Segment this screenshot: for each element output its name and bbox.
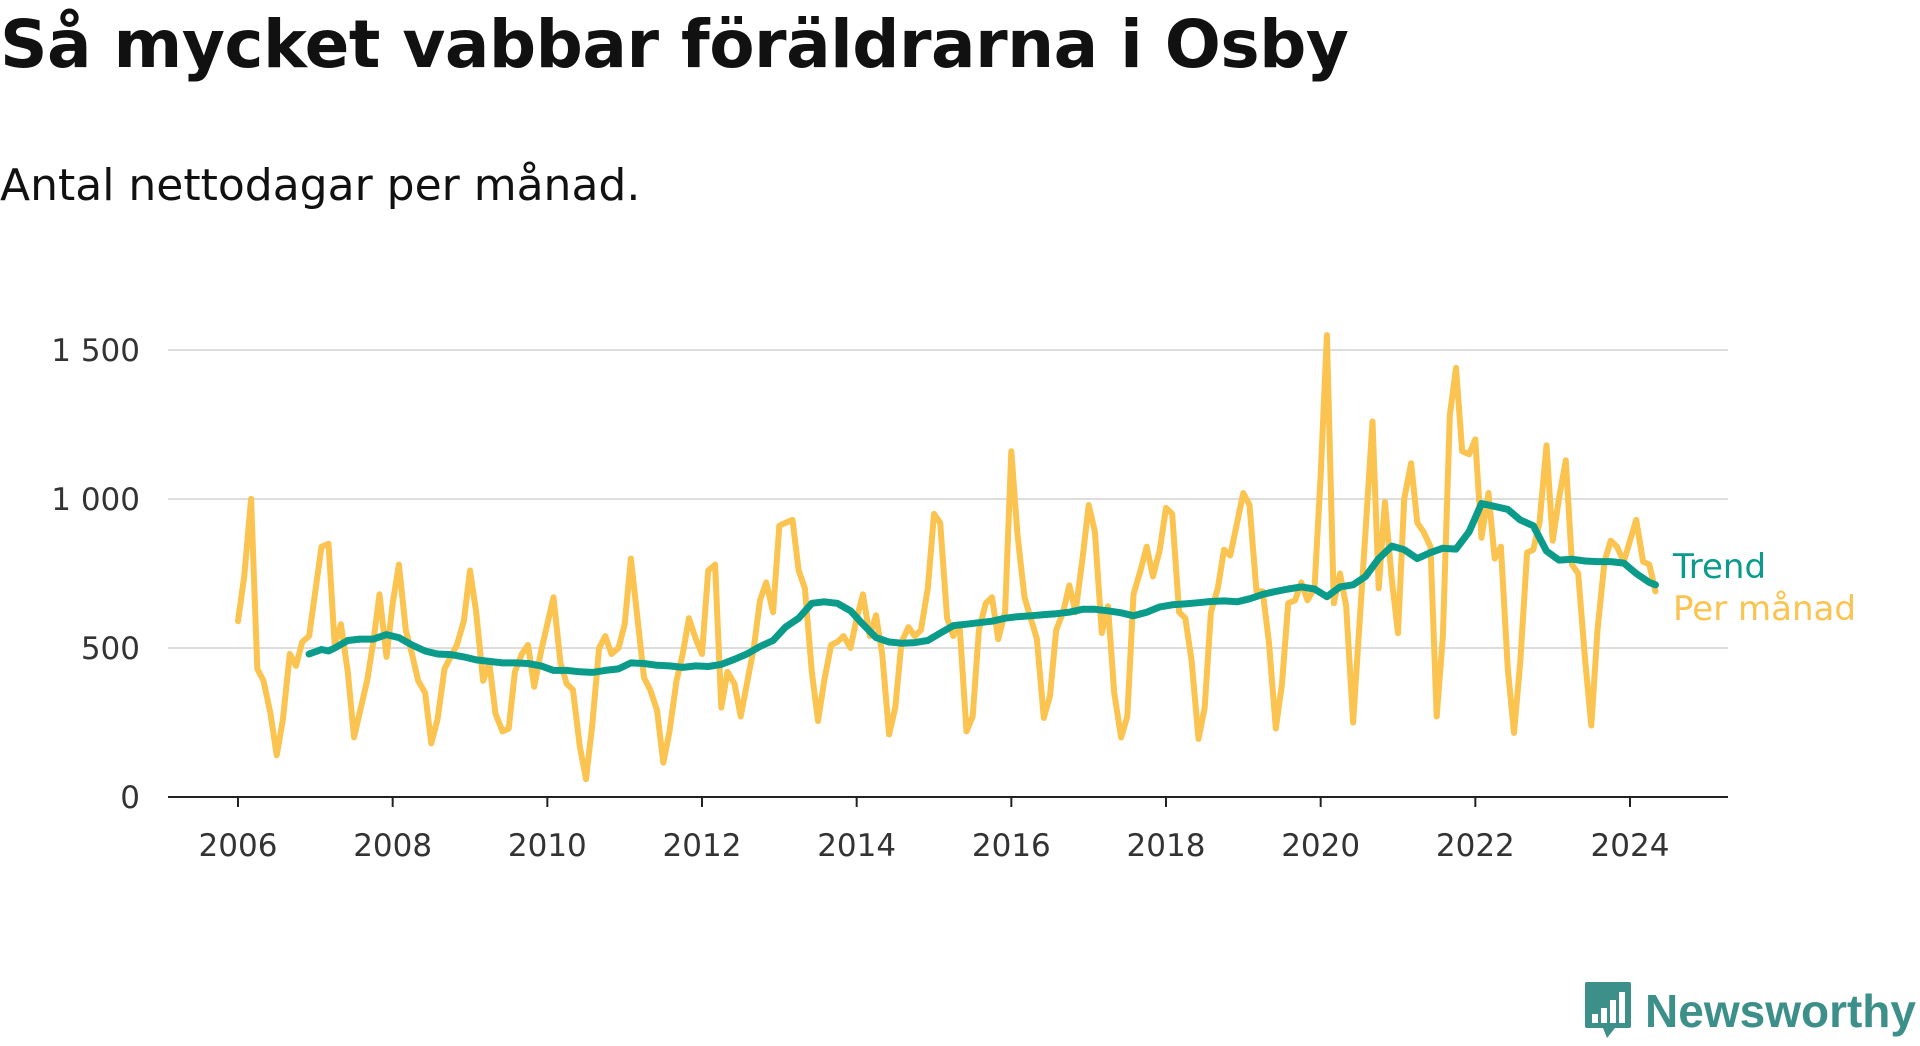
- x-tick-label: 2016: [972, 828, 1051, 864]
- y-tick-label: 0: [120, 780, 140, 816]
- brand-logo: Newsworthy: [1583, 976, 1916, 1046]
- x-tick-label: 2024: [1591, 828, 1670, 864]
- y-tick-label: 1 500: [51, 333, 140, 369]
- x-tick-label: 2018: [1127, 828, 1206, 864]
- chart-subtitle: Antal nettodagar per månad.: [0, 160, 641, 211]
- monthly-line: [235, 332, 1659, 783]
- monthly-label: Per månad: [1673, 589, 1856, 629]
- x-tick-label: 2022: [1436, 828, 1515, 864]
- x-tick-label: 2012: [663, 828, 742, 864]
- bar-chart-speech-icon: [1585, 982, 1632, 1038]
- grid-lines: [168, 349, 1728, 649]
- trend-label: Trend: [1672, 547, 1766, 587]
- trend-line: [305, 500, 1659, 676]
- x-tick-label: 2006: [199, 828, 278, 864]
- x-axis-ticks: 2006 2008 2010 2012 2014 2016 2018 2020 2022 2024: [199, 797, 1670, 864]
- series-lines: [235, 332, 1659, 783]
- x-tick-label: 2014: [817, 828, 896, 864]
- y-tick-label: 1 000: [51, 482, 140, 518]
- chart-title: Så mycket vabbar föräldrarna i Osby: [0, 6, 1349, 83]
- brand-name: Newsworthy: [1645, 985, 1916, 1037]
- y-axis-ticks: 0 500 1 000 1 500: [51, 333, 140, 816]
- x-tick-label: 2010: [508, 828, 587, 864]
- x-tick-label: 2008: [353, 828, 432, 864]
- x-tick-label: 2020: [1281, 828, 1360, 864]
- y-tick-label: 500: [81, 631, 140, 667]
